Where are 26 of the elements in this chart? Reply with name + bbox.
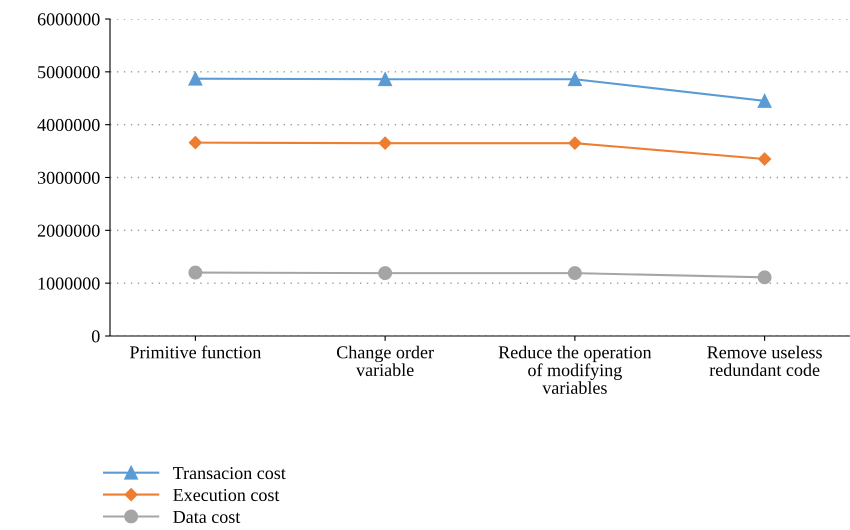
point bbox=[378, 136, 392, 150]
y-tick-label: 2000000 bbox=[38, 224, 100, 237]
y-tick-label: 1000000 bbox=[38, 277, 100, 290]
y-tick-label: 6000000 bbox=[38, 13, 100, 26]
x-tick-label: Change order variable bbox=[336, 346, 434, 376]
point bbox=[568, 266, 582, 280]
y-tick-label: 3000000 bbox=[38, 172, 100, 184]
point bbox=[378, 72, 392, 86]
point bbox=[568, 136, 582, 150]
legend-label: Execution cost bbox=[173, 488, 280, 502]
point bbox=[188, 136, 202, 150]
point bbox=[758, 270, 772, 284]
legend-label: Data cost bbox=[173, 510, 240, 523]
y-tick-label: 5000000 bbox=[38, 66, 100, 78]
x-tick-label: Primitive function bbox=[130, 346, 262, 358]
x-tick-label: Reduce the operation of modifying variables bbox=[498, 346, 652, 394]
point bbox=[758, 94, 772, 108]
x-tick-label: Remove useless redundant code bbox=[707, 346, 822, 376]
y-tick-label: 0 bbox=[92, 330, 100, 342]
point bbox=[378, 266, 392, 280]
point bbox=[568, 72, 582, 86]
point bbox=[188, 266, 202, 280]
legend-label: Transacion cost bbox=[172, 467, 286, 480]
y-tick-label: 4000000 bbox=[37, 118, 100, 132]
point bbox=[188, 72, 202, 86]
point bbox=[758, 152, 772, 166]
